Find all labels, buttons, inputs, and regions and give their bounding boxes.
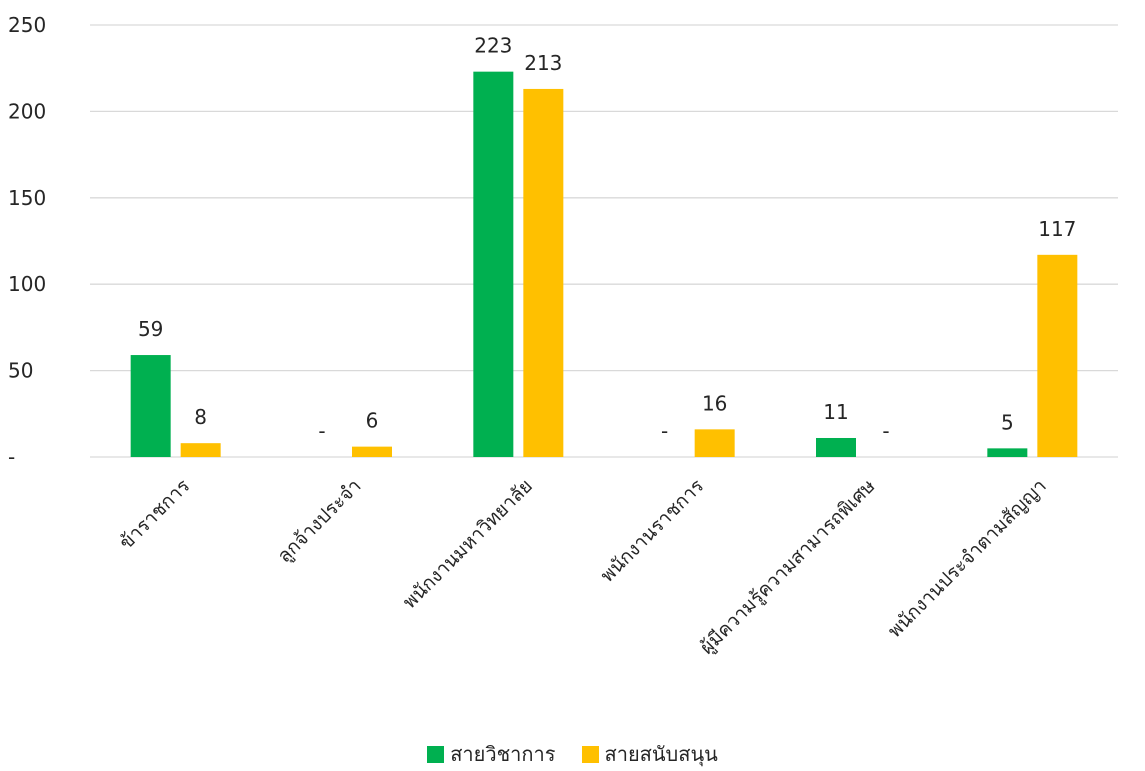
legend: สายวิชาการ สายสนับสนุน	[0, 738, 1145, 770]
legend-item-academic: สายวิชาการ	[427, 738, 556, 770]
y-tick-label: 150	[8, 186, 46, 210]
category-label: ผู้มีความรู้ความสามารถพิเศษ	[696, 475, 880, 659]
y-tick-label: 100	[8, 272, 46, 296]
bar-academic	[987, 448, 1028, 457]
data-label: 11	[823, 400, 848, 424]
legend-swatch-support	[581, 745, 599, 763]
legend-swatch-academic	[427, 745, 445, 763]
data-label: 8	[194, 405, 207, 429]
data-label: 223	[474, 34, 512, 58]
bar-support	[523, 88, 564, 457]
category-label: พนักงานประจำตามสัญญา	[884, 475, 1051, 642]
bar-support	[180, 443, 221, 457]
bar-academic	[816, 437, 856, 457]
legend-label-support: สายสนับสนุน	[604, 742, 718, 766]
bar-academic	[473, 71, 514, 457]
category-label: ลูกจ้างประจำ	[273, 475, 365, 567]
data-label: 6	[366, 409, 379, 433]
data-label: 213	[524, 51, 562, 75]
data-label: 16	[702, 391, 727, 415]
data-label: 117	[1038, 217, 1076, 241]
category-label: พนักงานราชการ	[596, 475, 708, 587]
legend-item-support: สายสนับสนุน	[581, 738, 718, 770]
data-label: -	[318, 419, 325, 443]
category-label: พนักงานมหาวิทยาลัย	[399, 475, 537, 613]
y-tick-label: -	[8, 445, 15, 469]
data-label: 5	[1001, 410, 1014, 434]
data-label: 59	[138, 317, 163, 341]
bar-support	[694, 429, 735, 457]
data-label: -	[661, 419, 668, 443]
bar-support	[1037, 254, 1078, 457]
data-label: -	[882, 419, 889, 443]
bar-academic	[130, 355, 171, 457]
legend-label-academic: สายวิชาการ	[450, 742, 556, 766]
y-tick-label: 250	[8, 13, 46, 37]
bar-support	[352, 446, 392, 457]
y-tick-label: 50	[8, 359, 33, 383]
y-tick-label: 200	[8, 99, 46, 123]
category-label: ข้าราชการ	[115, 475, 194, 554]
